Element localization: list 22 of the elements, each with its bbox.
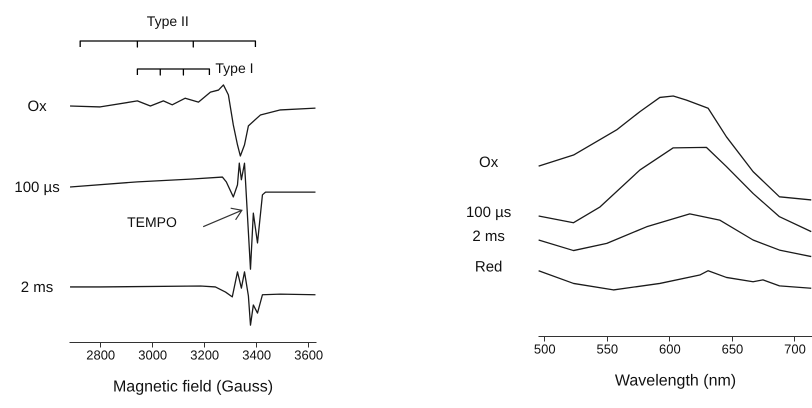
text: Ox [479,154,499,172]
text: Red [474,258,502,276]
x-axis-title: Magnetic field (Gauss) [112,378,274,396]
x-tick-label: 550 [596,342,618,356]
x-tick-label: 700 [784,342,806,356]
annotation: Type II [146,13,189,29]
series-label: 100 µs [14,178,60,196]
x-tick-label: 650 [722,342,744,356]
series-label: 2 ms [20,278,54,296]
x-tick-label: 3200 [190,348,220,362]
annotation: TEMPO [127,214,177,230]
x-tick-label: 600 [659,342,681,356]
series-label: 100 µs [466,204,512,221]
x-tick-label: 3400 [242,348,272,362]
x-tick-label: 2800 [86,348,116,362]
annotation: Type I [215,60,254,76]
x-tick-label: 500 [534,342,556,356]
x-axis-title: Wavelength (nm) [614,372,736,390]
text: 2 ms [472,228,505,245]
x-tick-label: 3600 [294,348,324,362]
series-label: Ox [27,98,48,116]
x-tick-label: 3000 [138,348,168,362]
